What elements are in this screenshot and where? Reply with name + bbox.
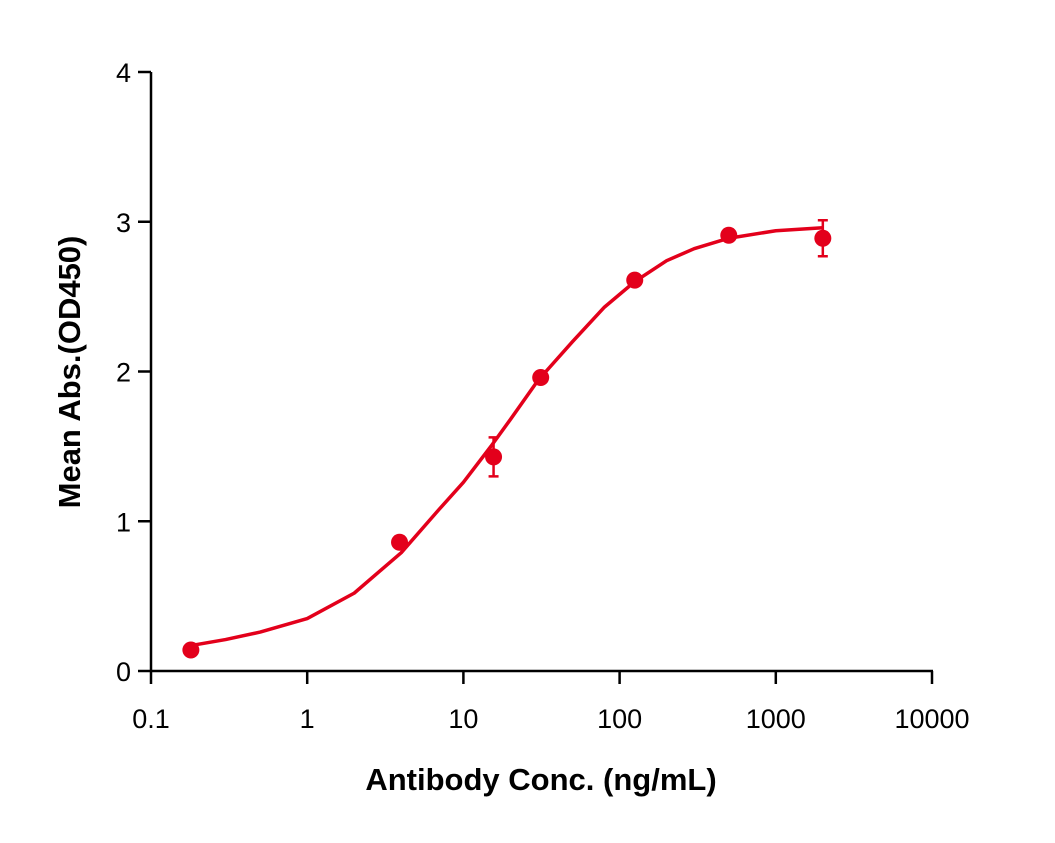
x-tick-label: 1000 [746,704,806,734]
x-tick-label: 0.1 [132,704,170,734]
y-tick-label: 3 [116,208,131,238]
data-point [814,229,832,247]
y-tick-label: 0 [116,657,131,687]
data-point [391,533,409,551]
y-axis-title: Mean Abs.(OD450) [52,236,87,509]
x-tick-label: 100 [597,704,642,734]
data-point [485,448,503,466]
data-point [720,226,738,244]
fit-curve [190,225,823,648]
data-point [532,368,550,386]
y-tick-label: 4 [116,58,131,88]
x-tick-label: 10 [448,704,478,734]
x-axis-title: Antibody Conc. (ng/mL) [365,762,716,797]
data-point [182,641,200,659]
data-point [626,271,644,289]
y-tick-label: 2 [116,358,131,388]
y-tick-label: 1 [116,507,131,537]
x-tick-label: 1 [300,704,315,734]
x-tick-label: 10000 [894,704,969,734]
